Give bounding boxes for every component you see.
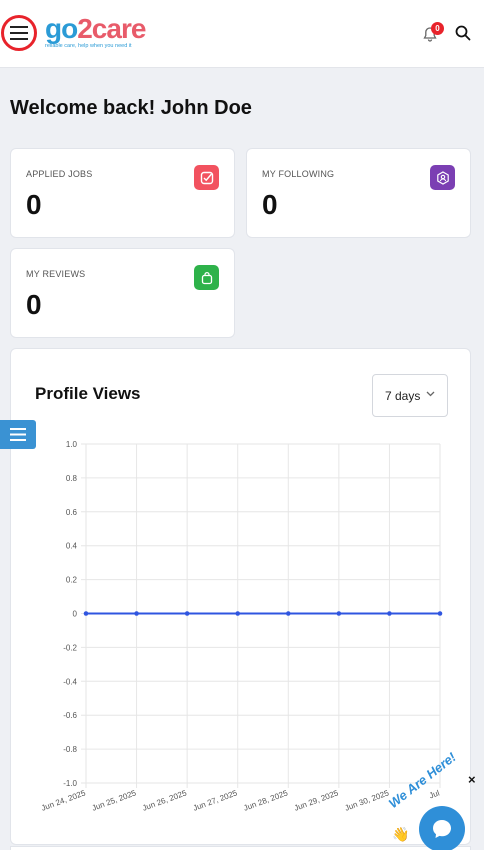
range-select-value: 7 days [385,388,421,403]
data-point [134,611,139,616]
data-point [336,611,342,616]
stat-card-my-reviews[interactable]: MY REVIEWS 0 [10,248,235,338]
x-tick-label: Jun 26, 2025 [141,788,188,812]
y-tick-label: -0.6 [63,711,77,720]
next-card-edge [10,846,471,850]
y-tick-label: -0.8 [63,745,77,754]
waving-hand-icon: 👋 [392,826,410,842]
stat-value: 0 [26,289,42,320]
data-point [83,611,89,616]
x-tick-label: Jul [428,788,441,800]
chat-bubble-icon [433,820,451,838]
y-tick-label: -0.2 [63,643,77,652]
hamburger-icon [10,428,26,441]
brand-logo[interactable]: go2care reliable care, help when you nee… [45,13,146,50]
profile-views-card: Profile Views 7 days [10,348,471,845]
y-tick-label: 0.8 [66,474,78,483]
data-point [184,611,190,616]
chat-launcher-button[interactable] [419,806,465,850]
y-tick-label: -0.4 [63,677,77,686]
x-tick-label: Jun 27, 2025 [192,788,239,812]
user-badge-icon [430,165,455,190]
search-icon[interactable] [455,25,471,41]
x-tick-label: Jun 30, 2025 [344,788,391,812]
data-point [285,611,291,616]
range-select[interactable]: 7 days [372,374,448,417]
welcome-heading: Welcome back! John Doe [10,97,252,119]
x-tick-label: Jun 29, 2025 [293,788,340,812]
logo-tagline: reliable care, help when you need it [45,43,132,49]
y-tick-label: 0 [73,610,78,619]
hamburger-icon [10,26,28,40]
y-tick-label: 0.2 [66,576,78,585]
stat-value: 0 [26,189,42,220]
notification-badge: 0 [431,22,444,35]
shopping-bag-icon [194,265,219,290]
x-tick-label: Jun 25, 2025 [91,788,138,812]
menu-button[interactable] [1,15,37,51]
y-tick-label: 1.0 [66,440,78,449]
data-point [235,611,241,616]
stat-card-my-following[interactable]: MY FOLLOWING 0 [246,148,471,238]
stat-label: APPLIED JOBS [26,169,93,179]
x-tick-label: Jun 28, 2025 [242,788,289,812]
data-point [387,611,392,616]
data-point [437,611,443,616]
chevron-down-icon [426,391,435,397]
x-tick-label: Jun 24, 2025 [40,788,87,812]
y-tick-label: -1.0 [63,779,77,788]
side-menu-tab[interactable] [0,420,36,449]
stat-label: MY FOLLOWING [262,169,335,179]
check-square-icon [194,165,219,190]
stat-value: 0 [262,189,278,220]
stat-label: MY REVIEWS [26,269,86,279]
y-tick-label: 0.6 [66,508,78,517]
logo-wordmark: go2care [45,13,146,44]
close-icon[interactable]: × [468,772,476,787]
chart-title: Profile Views [35,384,141,403]
stat-card-applied-jobs[interactable]: APPLIED JOBS 0 [10,148,235,238]
y-tick-label: 0.4 [66,542,78,551]
top-header: go2care reliable care, help when you nee… [0,0,484,68]
